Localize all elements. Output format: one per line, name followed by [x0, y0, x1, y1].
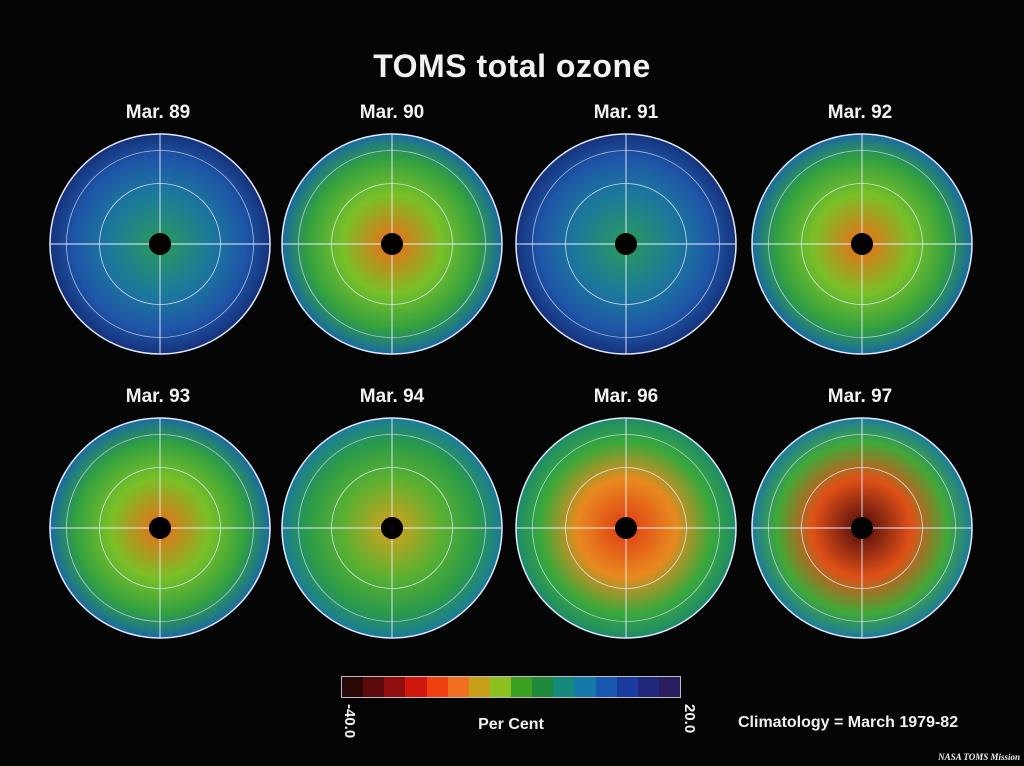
colorbar-swatch [363, 677, 385, 697]
map-label: Mar. 92 [827, 102, 893, 123]
colorbar-max-label: 20.0 [681, 704, 698, 734]
colorbar-swatch [574, 677, 596, 697]
colorbar-swatch [637, 677, 659, 697]
colorbar-swatch [468, 677, 490, 697]
polar-map [49, 417, 271, 639]
polar-data-gap [381, 517, 403, 539]
colorbar-swatch [616, 677, 638, 697]
figure-title: TOMS total ozone [373, 48, 651, 84]
polar-map [49, 133, 271, 355]
colorbar-unit-label: Per Cent [478, 716, 544, 733]
colorbar-swatch [658, 677, 680, 697]
colorbar-swatch [489, 677, 511, 697]
polar-map [281, 417, 503, 639]
polar-data-gap [381, 233, 403, 255]
colorbar-swatch [405, 677, 427, 697]
polar-map [751, 133, 973, 355]
polar-data-gap [615, 517, 637, 539]
polar-data-gap [851, 517, 873, 539]
map-label: Mar. 96 [593, 386, 659, 407]
climatology-note: Climatology = March 1979-82 [738, 714, 959, 731]
colorbar-swatch [384, 677, 406, 697]
colorbar-swatch [511, 677, 533, 697]
map-label: Mar. 93 [125, 386, 191, 407]
polar-data-gap [615, 233, 637, 255]
polar-map [515, 417, 737, 639]
polar-map [515, 133, 737, 355]
colorbar-swatch [426, 677, 448, 697]
colorbar-swatch [532, 677, 554, 697]
colorbar [341, 676, 681, 698]
colorbar-min-label: -40.0 [341, 704, 358, 739]
polar-data-gap [851, 233, 873, 255]
map-label: Mar. 97 [827, 386, 893, 407]
map-label: Mar. 89 [125, 102, 191, 123]
map-label: Mar. 94 [359, 386, 425, 407]
map-label: Mar. 91 [593, 102, 659, 123]
credit-text: NASA TOMS Mission [938, 752, 1020, 762]
colorbar-swatch [342, 677, 364, 697]
polar-data-gap [149, 517, 171, 539]
polar-map [751, 417, 973, 639]
polar-data-gap [149, 233, 171, 255]
map-label: Mar. 90 [359, 102, 425, 123]
polar-map [281, 133, 503, 355]
colorbar-swatch [447, 677, 469, 697]
colorbar-swatch [595, 677, 617, 697]
colorbar-swatch [553, 677, 575, 697]
